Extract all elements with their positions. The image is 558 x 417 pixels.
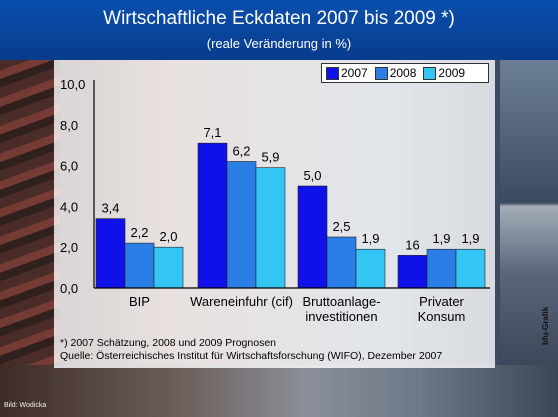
legend: 2007 2008 2009 (321, 63, 489, 83)
category-label: BIP (129, 294, 150, 309)
graphic-credit: bfu-Grafik (541, 306, 550, 345)
legend-swatch-2009 (423, 66, 437, 80)
bar-2007 (95, 218, 126, 289)
value-label-2008: 2,2 (130, 225, 148, 240)
bar-2007 (297, 185, 328, 289)
chart-title: Wirtschaftliche Eckdaten 2007 bis 2009 *… (103, 8, 455, 29)
bar-2009 (455, 248, 486, 289)
legend-label-2007: 2007 (341, 66, 368, 80)
y-tick-label: 6,0 (60, 159, 78, 174)
value-label-2009: 1,9 (461, 231, 479, 246)
background-photo-left (0, 60, 60, 417)
legend-label-2008: 2008 (389, 66, 417, 80)
bar-2009 (255, 167, 286, 289)
legend-swatch-2007 (326, 66, 339, 80)
footnote: *) 2007 Schätzung, 2008 und 2009 Prognos… (60, 337, 277, 349)
y-tick-label: 0,0 (60, 281, 78, 296)
value-label-2009: 2,0 (159, 229, 177, 244)
legend-item-2009: 2009 (423, 66, 465, 80)
value-label-2007: 16 (405, 237, 419, 252)
bar-2008 (326, 236, 357, 289)
category-label: Bruttoanlage- (302, 294, 380, 309)
category-label: investitionen (305, 309, 377, 324)
legend-label-2009: 2009 (438, 66, 466, 80)
background-photo-right (500, 60, 558, 417)
chart-subtitle: (reale Veränderung in %) (206, 36, 352, 51)
y-tick-label: 8,0 (60, 118, 78, 133)
y-tick-label: 2,0 (60, 240, 78, 255)
legend-item-2007: 2007 (326, 66, 368, 80)
bar-2008 (226, 161, 257, 289)
bar-2009 (355, 248, 386, 289)
legend-item-2008: 2008 (374, 66, 417, 80)
bar-2009 (153, 246, 184, 289)
value-label-2009: 5,9 (261, 150, 279, 165)
header-bar: Wirtschaftliche Eckdaten 2007 bis 2009 *… (0, 0, 558, 60)
value-label-2008: 2,5 (332, 219, 350, 234)
bar-2008 (124, 242, 155, 289)
source-note: Quelle: Österreichisches Institut für Wi… (60, 350, 443, 362)
bar-2007 (197, 142, 228, 289)
legend-swatch-2008 (374, 66, 388, 80)
y-tick-label: 4,0 (60, 199, 78, 214)
value-label-2009: 1,9 (361, 231, 379, 246)
value-label-2007: 5,0 (303, 168, 321, 183)
value-label-2008: 1,9 (432, 231, 450, 246)
value-label-2007: 7,1 (203, 125, 221, 140)
photo-credit: Bild: Wodicka (4, 402, 47, 409)
bar-2008 (426, 248, 457, 289)
category-label: Konsum (418, 309, 466, 324)
bar-2007 (397, 255, 428, 289)
value-label-2008: 6,2 (232, 144, 250, 159)
category-label: Privater (419, 294, 464, 309)
y-tick-label: 10,0 (60, 77, 85, 92)
background-photo-bottom (0, 365, 558, 417)
category-label: Wareneinfuhr (cif) (190, 294, 293, 309)
value-label-2007: 3,4 (101, 201, 119, 216)
